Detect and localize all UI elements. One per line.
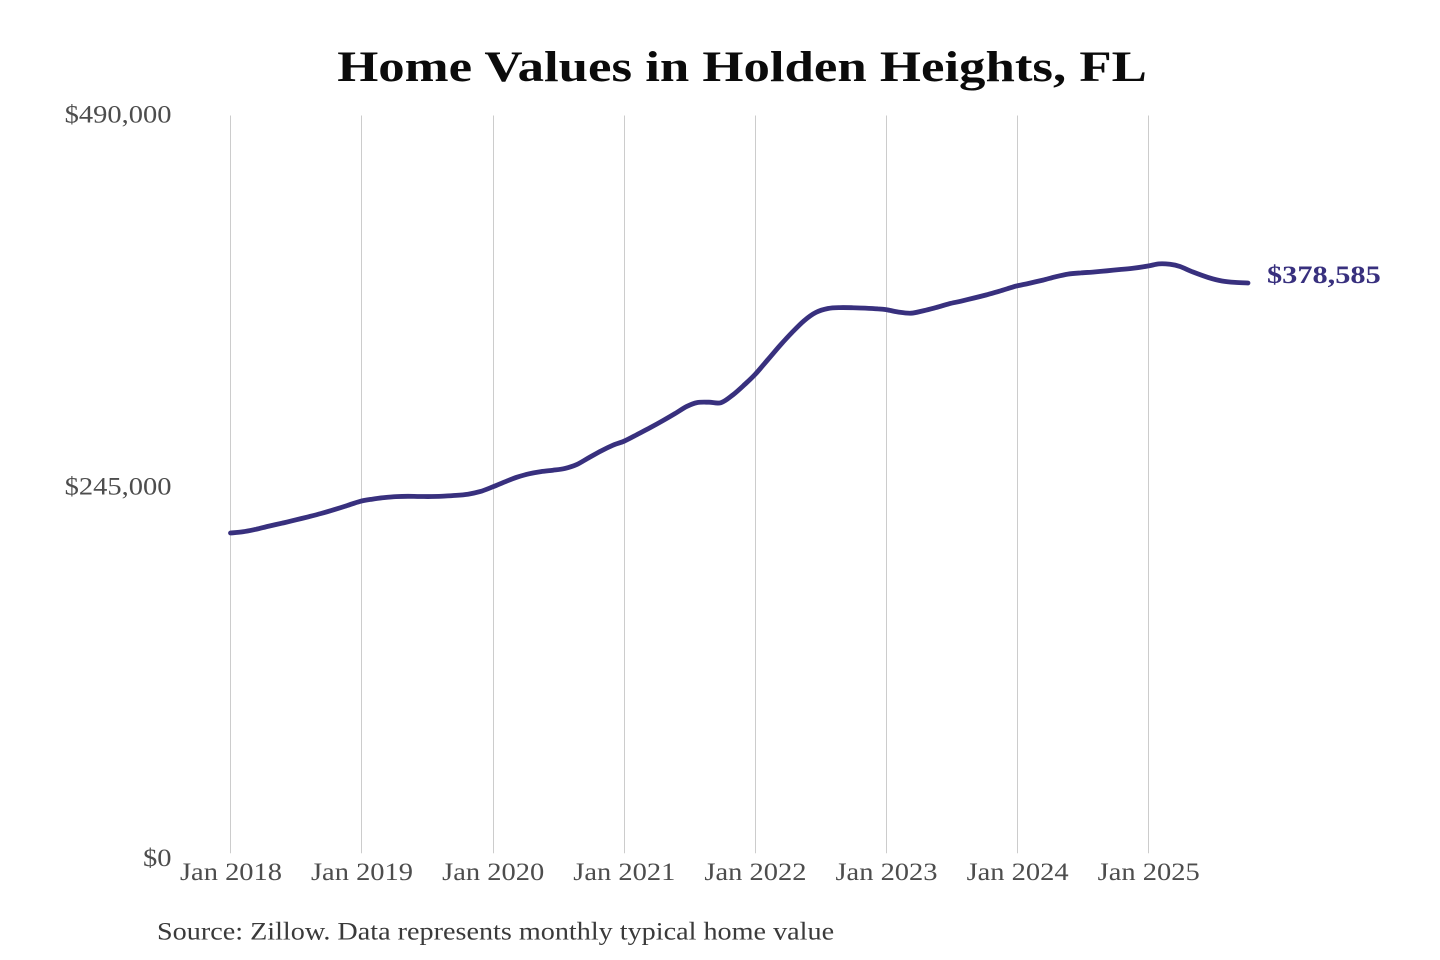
svg-text:Jan 2019: Jan 2019 xyxy=(311,858,413,886)
svg-text:$245,000: $245,000 xyxy=(65,472,172,500)
svg-text:$490,000: $490,000 xyxy=(65,100,172,128)
svg-text:$0: $0 xyxy=(143,844,171,872)
svg-text:Jan 2022: Jan 2022 xyxy=(704,858,806,886)
svg-text:Jan 2023: Jan 2023 xyxy=(835,858,937,886)
svg-text:Jan 2024: Jan 2024 xyxy=(967,858,1069,886)
svg-text:Jan 2020: Jan 2020 xyxy=(442,858,544,886)
svg-text:Jan 2018: Jan 2018 xyxy=(180,858,282,886)
svg-text:Jan 2021: Jan 2021 xyxy=(573,858,675,886)
svg-text:$378,585: $378,585 xyxy=(1267,261,1381,289)
svg-text:Home Values in Holden Heights,: Home Values in Holden Heights, FL xyxy=(337,43,1147,90)
svg-text:Source: Zillow. Data represent: Source: Zillow. Data represents monthly … xyxy=(157,917,834,945)
svg-text:Jan 2025: Jan 2025 xyxy=(1098,858,1200,886)
